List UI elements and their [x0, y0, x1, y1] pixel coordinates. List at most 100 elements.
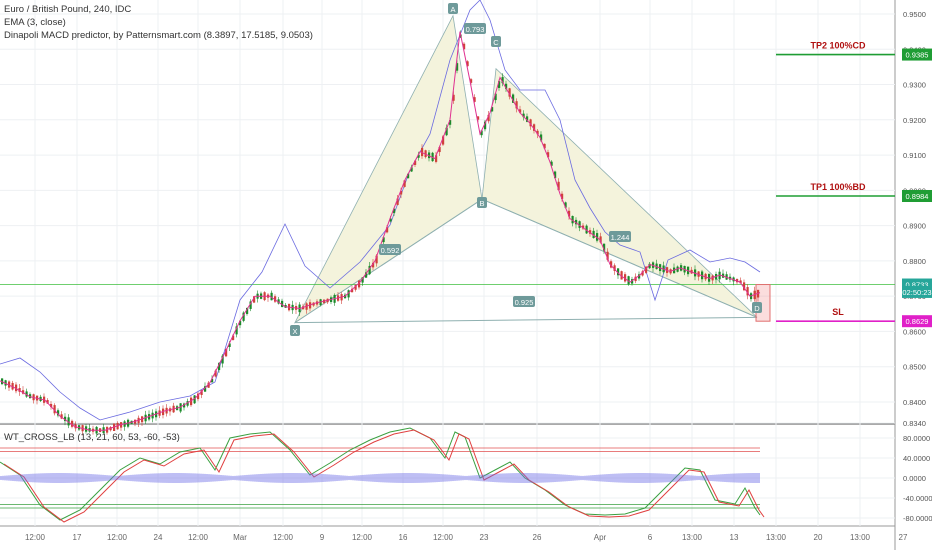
osc-area [722, 474, 724, 482]
osc-tick: 40.0000 [903, 454, 930, 463]
osc-area [698, 475, 700, 481]
candle-body [361, 277, 364, 283]
candle-body [417, 154, 420, 158]
candle-body [603, 243, 606, 251]
osc-area [566, 474, 568, 482]
osc-area [710, 475, 712, 481]
osc-area [600, 474, 602, 482]
osc-area [288, 473, 290, 483]
osc-area [742, 473, 744, 483]
osc-area [504, 473, 506, 483]
candle-body [358, 280, 361, 288]
osc-area [148, 473, 150, 483]
candle-body [645, 266, 648, 273]
osc-area [536, 473, 538, 483]
osc-area [192, 473, 194, 483]
osc-area [360, 475, 362, 481]
candle-body [67, 417, 70, 426]
osc-area [602, 474, 604, 482]
candle-body [281, 300, 284, 307]
osc-area [706, 475, 708, 481]
osc-area [694, 475, 696, 481]
osc-area [750, 473, 752, 483]
osc-area [472, 475, 474, 481]
candle-body [389, 218, 392, 222]
osc-area [30, 473, 32, 483]
osc-area [560, 474, 562, 482]
osc-area [58, 473, 60, 483]
osc-area [678, 474, 680, 482]
candle-body [445, 127, 448, 136]
candle-body [15, 384, 18, 392]
axis-value-label: 0.8733 [906, 281, 929, 290]
osc-area [422, 473, 424, 483]
osc-area [234, 475, 236, 481]
osc-area [240, 475, 242, 481]
osc-area [70, 473, 72, 483]
pattern-point-label: X [292, 327, 297, 336]
osc-area [754, 473, 756, 483]
osc-area [72, 473, 74, 483]
osc-area [330, 474, 332, 482]
osc-area [94, 474, 96, 482]
osc-area [608, 474, 610, 482]
candle-body [564, 202, 567, 208]
osc-area [598, 474, 600, 482]
candle-body [354, 284, 357, 290]
candle-body [613, 265, 616, 271]
osc-area [604, 474, 606, 482]
ema-legend: EMA (3, close) [4, 17, 66, 28]
osc-area [126, 475, 128, 481]
candle-body [60, 414, 63, 419]
osc-area [292, 473, 294, 483]
osc-area [676, 474, 678, 482]
osc-area [474, 475, 476, 481]
osc-area [632, 473, 634, 483]
candle-body [277, 299, 280, 304]
osc-area [52, 473, 54, 483]
candle-body [225, 348, 228, 357]
candle-body [592, 230, 595, 239]
osc-area [746, 473, 748, 483]
osc-area [612, 473, 614, 483]
candle-body [452, 94, 455, 101]
candle-body [347, 290, 350, 298]
osc-area [214, 474, 216, 482]
osc-area [366, 474, 368, 482]
osc-area [484, 474, 486, 482]
ratio-label-bg [513, 296, 535, 307]
osc-area [374, 474, 376, 482]
ratio-label: 1.244 [611, 233, 630, 242]
osc-area [252, 474, 254, 482]
osc-area [402, 473, 404, 483]
osc-area [310, 473, 312, 483]
osc-area [540, 473, 542, 483]
price-tick: 0.9100 [903, 151, 926, 160]
osc-area [708, 475, 710, 481]
osc-area [414, 473, 416, 483]
osc-area [254, 474, 256, 482]
ratio-label: 0.793 [466, 25, 485, 34]
osc-area [178, 473, 180, 483]
osc-area [430, 473, 432, 483]
osc-area [470, 475, 472, 481]
osc-area [82, 473, 84, 483]
osc-area [128, 475, 130, 481]
osc-area [462, 475, 464, 481]
target-label: TP2 100%CD [810, 41, 866, 51]
osc-area [416, 473, 418, 483]
candle-body [606, 251, 609, 260]
osc-area [648, 473, 650, 483]
time-tick: 16 [399, 533, 408, 542]
candle-body [375, 255, 378, 264]
osc-area [392, 473, 394, 483]
candle-body [547, 152, 550, 158]
candle-body [624, 274, 627, 282]
osc-area [120, 475, 122, 481]
osc-area [704, 475, 706, 481]
osc-area [690, 475, 692, 481]
osc-area [162, 473, 164, 483]
candle-body [582, 225, 585, 229]
osc-area [510, 473, 512, 483]
